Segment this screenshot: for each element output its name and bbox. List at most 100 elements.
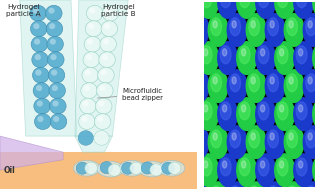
- Circle shape: [308, 21, 312, 28]
- Circle shape: [52, 101, 59, 107]
- Circle shape: [51, 70, 57, 76]
- Ellipse shape: [73, 160, 100, 176]
- Circle shape: [189, 68, 210, 104]
- Circle shape: [280, 49, 284, 56]
- Circle shape: [33, 23, 39, 29]
- Circle shape: [299, 49, 303, 56]
- Polygon shape: [0, 136, 63, 170]
- Circle shape: [230, 74, 240, 92]
- Circle shape: [241, 49, 246, 56]
- Circle shape: [217, 0, 238, 20]
- Circle shape: [230, 130, 240, 148]
- Circle shape: [50, 98, 66, 114]
- Circle shape: [226, 181, 248, 189]
- Circle shape: [31, 36, 48, 52]
- Circle shape: [287, 18, 298, 36]
- Circle shape: [48, 67, 65, 83]
- Circle shape: [211, 130, 222, 148]
- Circle shape: [237, 98, 256, 130]
- Text: Microfluidic
bead zipper: Microfluidic bead zipper: [97, 88, 163, 101]
- Circle shape: [302, 68, 318, 104]
- Circle shape: [246, 70, 266, 102]
- Circle shape: [246, 182, 266, 189]
- Circle shape: [294, 154, 313, 187]
- Circle shape: [274, 40, 295, 76]
- Circle shape: [275, 154, 294, 187]
- Circle shape: [95, 98, 112, 114]
- Circle shape: [258, 102, 269, 120]
- Circle shape: [237, 0, 256, 18]
- Circle shape: [312, 40, 318, 76]
- Circle shape: [220, 0, 231, 8]
- Polygon shape: [75, 0, 128, 136]
- Circle shape: [239, 158, 250, 176]
- Circle shape: [287, 130, 298, 148]
- Circle shape: [296, 158, 307, 176]
- Circle shape: [256, 154, 275, 187]
- Circle shape: [306, 74, 316, 92]
- Circle shape: [223, 105, 227, 112]
- Circle shape: [277, 0, 288, 8]
- Circle shape: [236, 40, 257, 76]
- Circle shape: [204, 161, 208, 168]
- Circle shape: [265, 12, 286, 48]
- Circle shape: [227, 182, 247, 189]
- Circle shape: [79, 114, 95, 129]
- Text: Hydrogel
particle A: Hydrogel particle A: [6, 4, 41, 17]
- Circle shape: [162, 162, 174, 174]
- Circle shape: [236, 153, 257, 188]
- Circle shape: [88, 23, 94, 29]
- Circle shape: [102, 5, 119, 21]
- Circle shape: [121, 162, 134, 174]
- Circle shape: [207, 68, 229, 104]
- Circle shape: [256, 98, 275, 130]
- Circle shape: [284, 126, 304, 158]
- Circle shape: [239, 46, 250, 64]
- Circle shape: [293, 97, 314, 132]
- Circle shape: [296, 46, 307, 64]
- Circle shape: [255, 153, 276, 188]
- Circle shape: [239, 102, 250, 120]
- Circle shape: [296, 0, 307, 8]
- Circle shape: [31, 21, 47, 37]
- Circle shape: [192, 186, 203, 189]
- Circle shape: [35, 54, 41, 60]
- Circle shape: [284, 70, 304, 102]
- Circle shape: [289, 133, 293, 140]
- Circle shape: [280, 161, 284, 168]
- Ellipse shape: [119, 160, 145, 176]
- Circle shape: [86, 5, 103, 21]
- Circle shape: [189, 181, 210, 189]
- Circle shape: [49, 23, 55, 29]
- Circle shape: [249, 18, 259, 36]
- Circle shape: [237, 42, 256, 74]
- Circle shape: [308, 77, 312, 84]
- Circle shape: [80, 98, 96, 114]
- Ellipse shape: [139, 161, 165, 177]
- Circle shape: [100, 36, 116, 52]
- Circle shape: [87, 39, 93, 45]
- Circle shape: [294, 98, 313, 130]
- Circle shape: [34, 114, 51, 129]
- Circle shape: [211, 18, 222, 36]
- Circle shape: [85, 162, 97, 174]
- Circle shape: [265, 126, 285, 158]
- Circle shape: [86, 54, 92, 60]
- Circle shape: [227, 126, 247, 158]
- Circle shape: [36, 85, 42, 91]
- Circle shape: [220, 46, 231, 64]
- Circle shape: [302, 125, 318, 160]
- Circle shape: [218, 98, 237, 130]
- Circle shape: [312, 0, 318, 20]
- Circle shape: [208, 126, 228, 158]
- Circle shape: [293, 0, 314, 20]
- Circle shape: [287, 186, 298, 189]
- Circle shape: [198, 0, 219, 20]
- Circle shape: [199, 0, 218, 18]
- Circle shape: [189, 70, 209, 102]
- Circle shape: [303, 126, 318, 158]
- Circle shape: [258, 0, 269, 8]
- Circle shape: [204, 49, 208, 56]
- Circle shape: [241, 161, 246, 168]
- Circle shape: [130, 162, 142, 174]
